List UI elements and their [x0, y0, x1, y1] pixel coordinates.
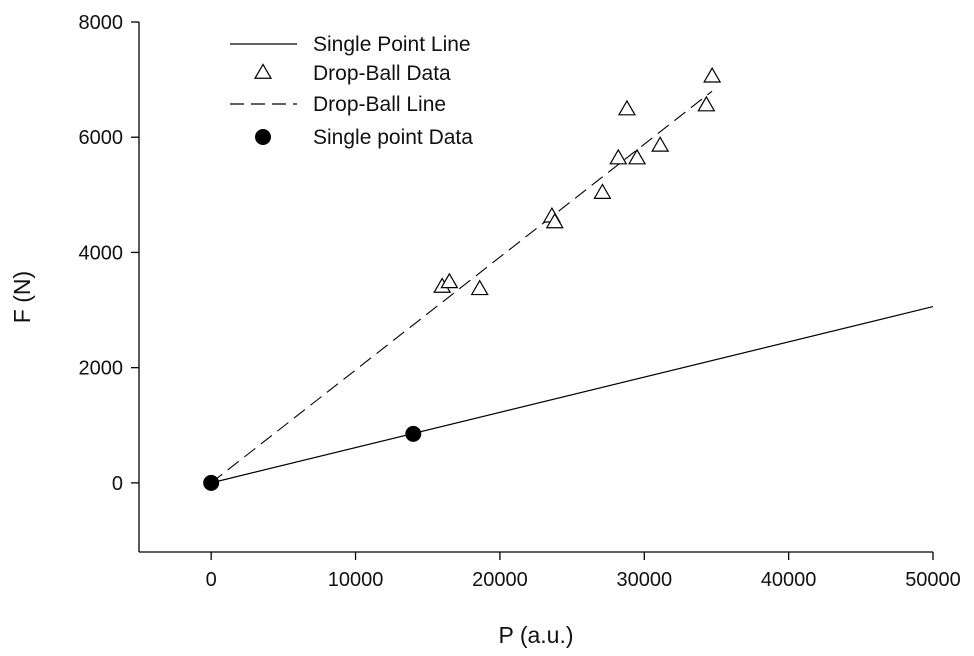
y-tick-label: 2000: [79, 358, 124, 380]
y-tick-label: 8000: [79, 12, 124, 34]
drop-ball-data-point: [545, 212, 564, 229]
single-point-data-point: [203, 474, 220, 491]
drop-ball-data-point: [703, 66, 722, 83]
y-tick-label: 6000: [79, 127, 124, 149]
single-point-data-point: [405, 425, 422, 442]
drop-ball-data-point: [609, 148, 628, 165]
y-axis-title: F (N): [9, 271, 35, 323]
drop-ball-data-point: [617, 99, 636, 116]
x-axis-title: P (a.u.): [499, 622, 574, 648]
drop-ball-data-point: [628, 148, 647, 165]
drop-ball-data-point: [651, 136, 670, 152]
x-tick-label: 20000: [472, 569, 528, 591]
y-tick-label: 4000: [79, 242, 124, 264]
legend-label-drop-ball-data: Drop-Ball Data: [313, 62, 451, 85]
drop-ball-line-series-line: [210, 90, 713, 484]
legend-swatch-drop-ball-data: [253, 63, 273, 79]
plot-area: [203, 66, 934, 491]
x-tick-label: 30000: [616, 569, 672, 591]
x-tick-label: 10000: [328, 569, 384, 591]
legend-label-single-point-data: Single point Data: [313, 126, 473, 149]
y-tick-label: 0: [112, 473, 123, 495]
x-tick-label: 40000: [761, 569, 817, 591]
axes: 0 10000 20000 30000 40000 50000 0 2000 4000 6000 8…: [79, 12, 961, 591]
legend: Single Point Line Drop-Ball Data Drop-Ball…: [230, 33, 473, 149]
drop-ball-data-point: [697, 95, 716, 112]
drop-ball-data-point: [440, 272, 459, 289]
single-point-line-series-line: [211, 306, 934, 484]
x-tick-label: 0: [206, 569, 217, 591]
drop-ball-data-point: [470, 279, 489, 296]
drop-ball-data-point: [593, 183, 612, 199]
legend-label-drop-ball-line: Drop-Ball Line: [313, 93, 446, 116]
legend-swatch-single-point-data: [255, 129, 271, 145]
legend-label-single-point-line: Single Point Line: [313, 33, 471, 56]
x-tick-label: 50000: [905, 569, 961, 591]
